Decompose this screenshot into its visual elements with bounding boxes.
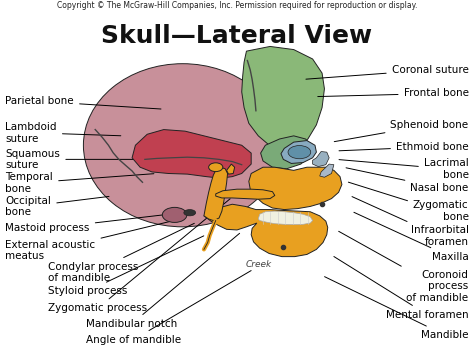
Text: Copyright © The McGraw-Hill Companies, Inc. Permission required for reproduction: Copyright © The McGraw-Hill Companies, I… <box>57 1 417 10</box>
Text: Mastoid process: Mastoid process <box>5 215 166 233</box>
Text: Infraorbital
foramen: Infraorbital foramen <box>352 197 469 247</box>
Polygon shape <box>216 189 275 199</box>
Text: Mental foramen: Mental foramen <box>334 257 469 320</box>
Text: Lacrimal
bone: Lacrimal bone <box>339 158 469 180</box>
Ellipse shape <box>184 210 196 216</box>
Ellipse shape <box>209 163 223 172</box>
Ellipse shape <box>162 207 187 222</box>
Text: Squamous
suture: Squamous suture <box>5 149 142 170</box>
Polygon shape <box>313 151 329 167</box>
Text: Nasal bone: Nasal bone <box>346 168 469 193</box>
Ellipse shape <box>288 145 311 159</box>
Text: Condylar process
of mandible: Condylar process of mandible <box>48 223 194 283</box>
Polygon shape <box>261 136 313 169</box>
Text: Mandibular notch: Mandibular notch <box>86 233 239 329</box>
Text: Coronoid
process
of mandible: Coronoid process of mandible <box>338 231 469 303</box>
Text: Lambdoid
suture: Lambdoid suture <box>5 122 121 144</box>
Text: Coronal suture: Coronal suture <box>306 65 469 79</box>
Text: Occipital
bone: Occipital bone <box>5 196 109 217</box>
Text: Angle of mandible: Angle of mandible <box>86 271 251 345</box>
Text: Skull—Lateral View: Skull—Lateral View <box>101 24 373 48</box>
Polygon shape <box>281 140 317 163</box>
Polygon shape <box>227 164 235 174</box>
Text: Zygomatic process: Zygomatic process <box>48 199 230 313</box>
Text: Maxilla: Maxilla <box>354 212 469 262</box>
Text: Mandible: Mandible <box>325 277 469 340</box>
Text: Temporal
bone: Temporal bone <box>5 172 154 194</box>
Polygon shape <box>249 167 342 210</box>
Text: External acoustic
meatus: External acoustic meatus <box>5 220 178 261</box>
Ellipse shape <box>83 64 282 227</box>
Text: Frontal bone: Frontal bone <box>318 89 469 98</box>
Text: Parietal bone: Parietal bone <box>5 96 161 109</box>
Text: Ethmoid bone: Ethmoid bone <box>339 142 469 152</box>
Polygon shape <box>204 204 328 257</box>
Polygon shape <box>242 47 324 150</box>
Polygon shape <box>319 164 334 177</box>
Text: Creek: Creek <box>245 260 272 269</box>
Polygon shape <box>204 167 228 221</box>
Polygon shape <box>258 211 313 225</box>
Text: Sphenoid bone: Sphenoid bone <box>334 120 469 142</box>
Text: Zygomatic
bone: Zygomatic bone <box>348 182 469 222</box>
Text: Styloid process: Styloid process <box>48 236 204 296</box>
Polygon shape <box>132 130 251 178</box>
